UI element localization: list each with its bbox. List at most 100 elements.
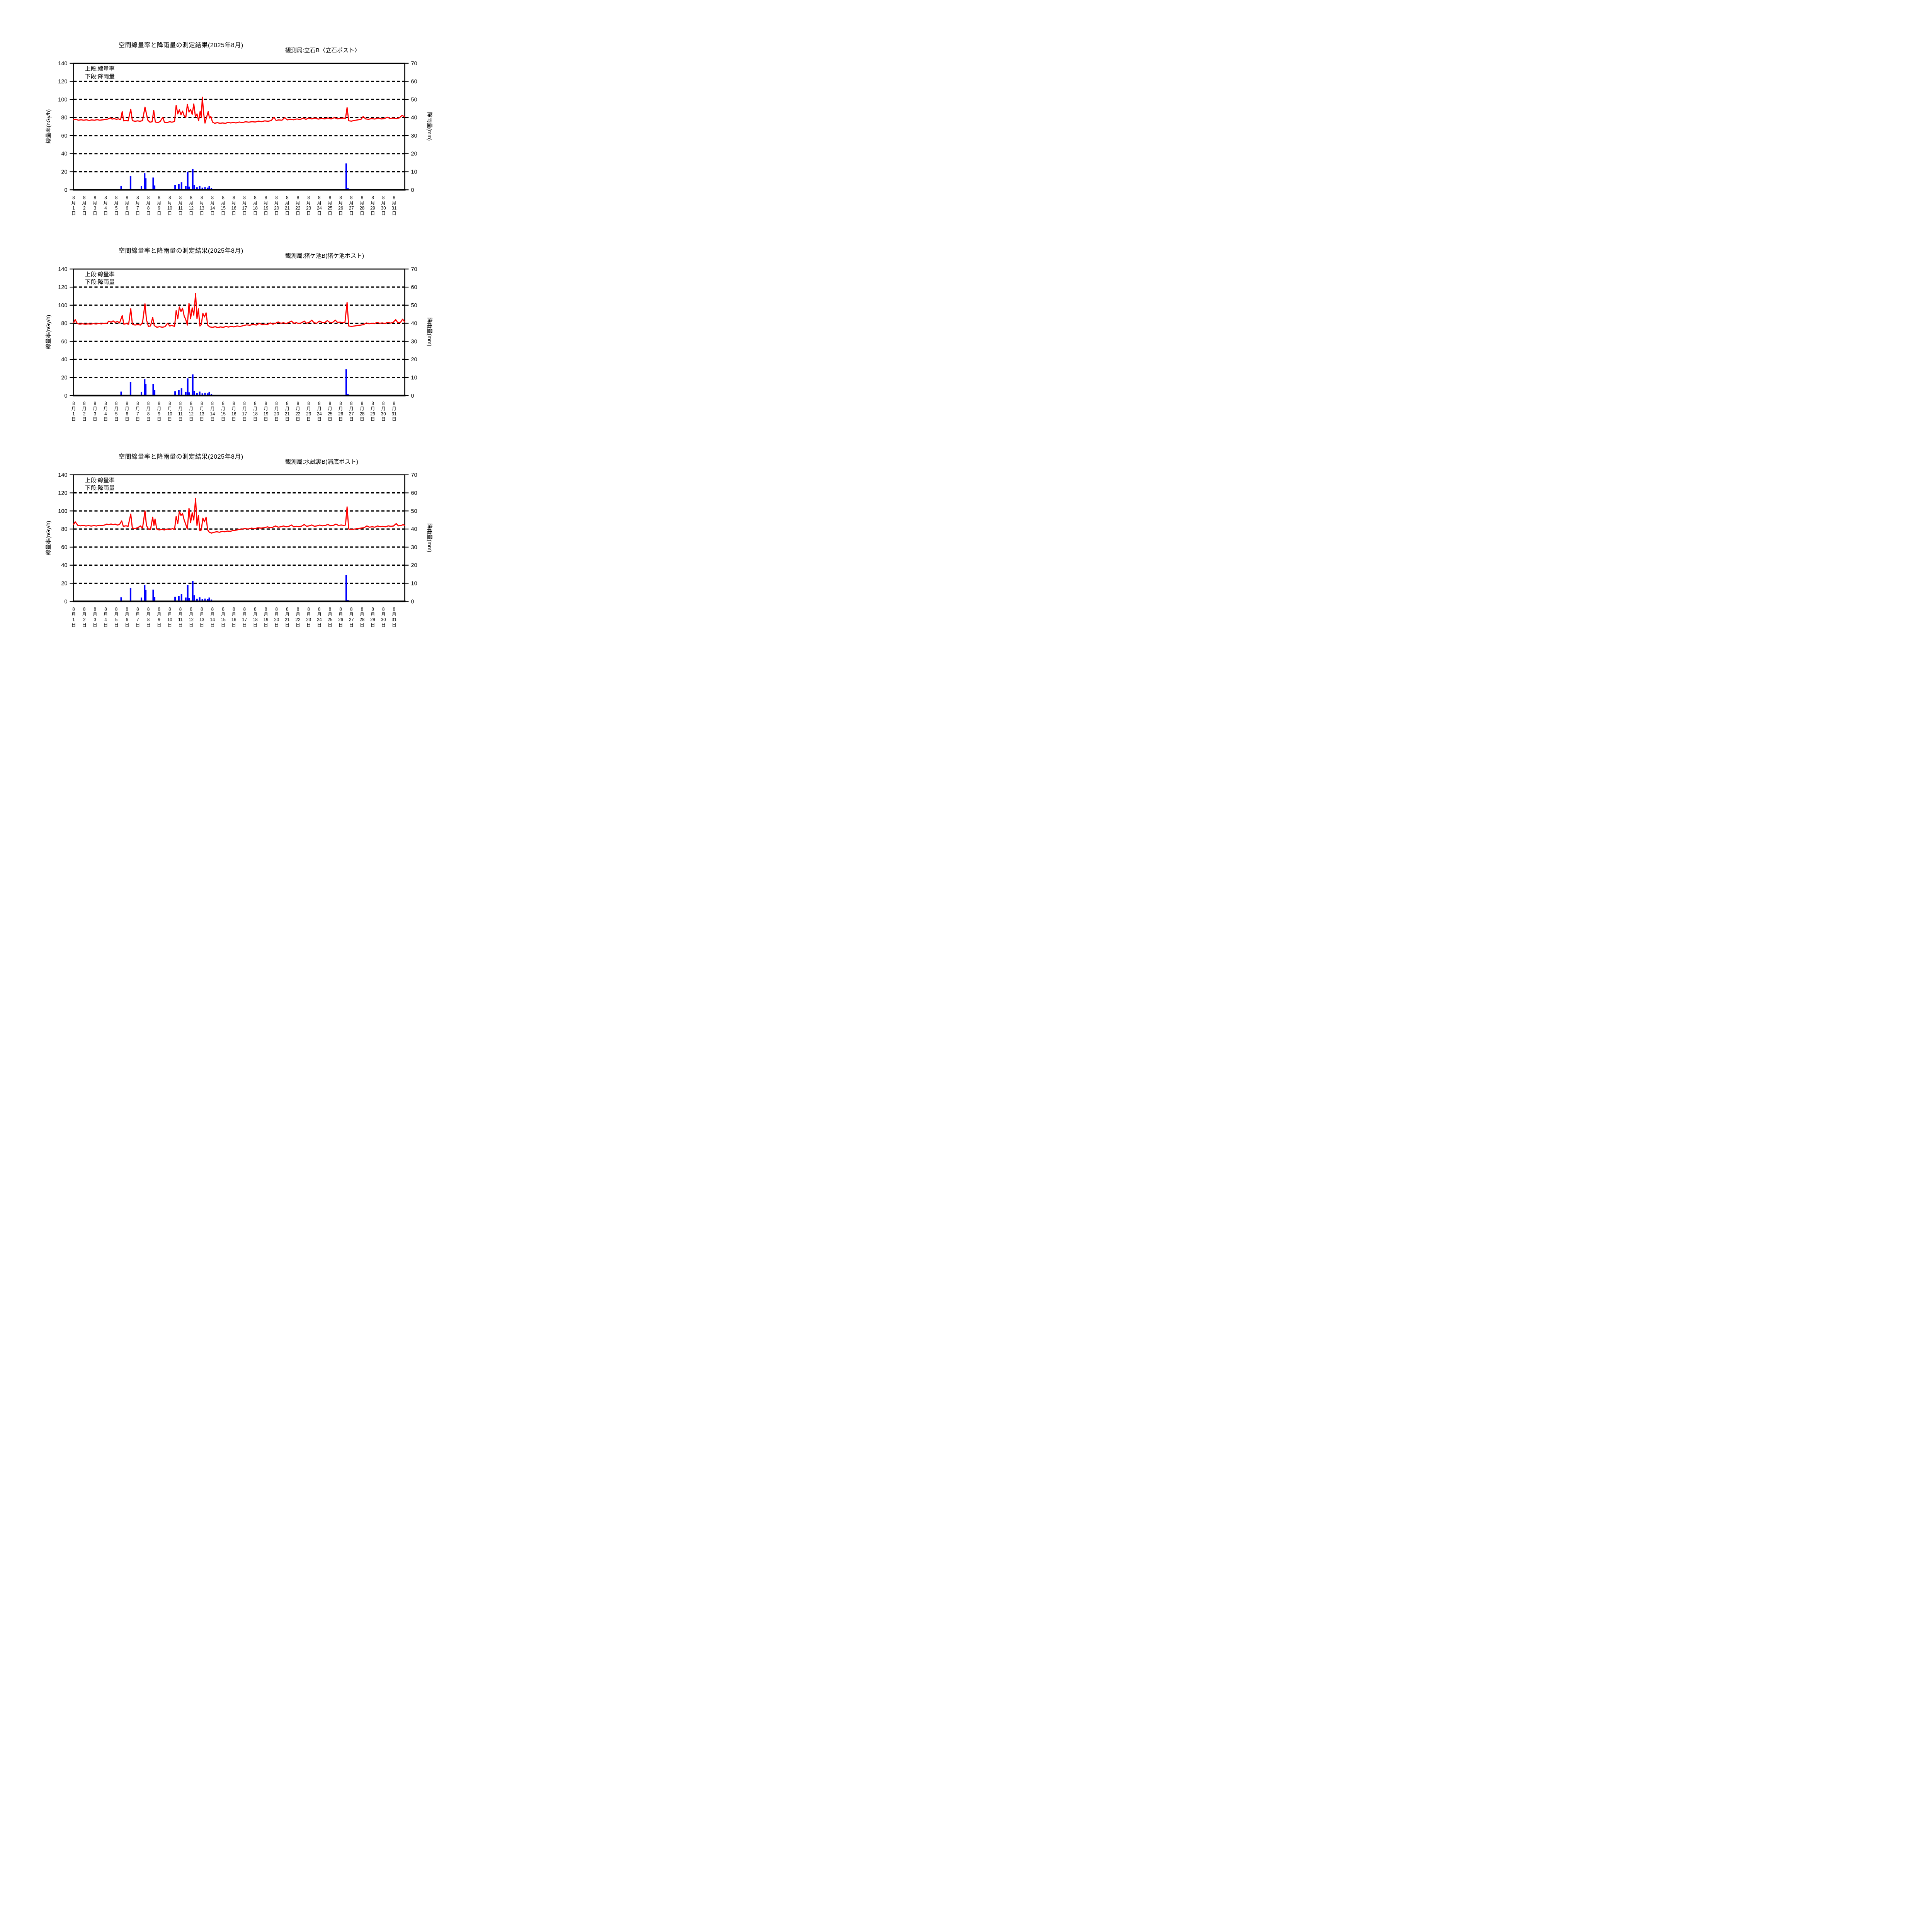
rain-bar [141,391,143,396]
x-date-label: 8 月 15 日 [221,401,226,422]
rain-bar [192,374,194,396]
rain-bar [145,384,147,396]
rain-bar [144,585,146,602]
rain-bar [347,600,349,602]
x-date-label: 8 月 15 日 [221,607,226,628]
x-date-label: 8 月 14 日 [210,196,215,216]
rain-bar [187,585,189,602]
x-date-label: 8 月 17 日 [242,196,247,216]
rain-bar [178,184,180,190]
x-date-label: 8 月 28 日 [360,196,365,216]
rain-bar [347,394,349,396]
x-date-label: 8 月 21 日 [285,196,290,216]
x-date-label: 8 月 25 日 [328,401,333,422]
x-date-label: 8 月 12 日 [189,607,194,628]
rain-bar [207,187,209,190]
rain-bar [193,185,195,190]
y-right-tick-label: 20 [411,357,417,363]
rain-bar [196,393,198,396]
rain-bar [174,185,176,190]
rain-bar [211,394,213,396]
rain-bar [188,186,190,190]
x-date-label: 8 月 14 日 [210,401,215,422]
rain-bar [129,588,131,602]
rain-bar [185,391,187,396]
y-right-tick-label: 60 [411,79,417,85]
x-date-label: 8 月 19 日 [264,196,269,216]
rain-bar [208,391,210,396]
x-date-label: 8 月 14 日 [210,607,215,628]
rain-bar [129,382,131,396]
y-right-tick-label: 10 [411,375,417,381]
x-date-label: 8 月 28 日 [360,401,365,422]
chart-title-3: 空間線量率と降雨量の測定結果(2025年8月) [119,454,243,460]
rain-bar [188,598,190,602]
y-right-tick-label: 50 [411,97,417,103]
rain-bar [129,176,131,190]
x-date-label: 8 月 12 日 [189,401,194,422]
rain-bar [193,391,195,396]
x-date-label: 8 月 31 日 [391,401,396,422]
y-right-tick-label: 10 [411,169,417,175]
y-right-tick-label: 60 [411,284,417,291]
rain-bar [347,188,349,190]
rain-bar [174,597,176,602]
y-left-tick-label: 60 [61,544,67,551]
x-date-label: 8 月 22 日 [296,607,301,628]
rain-bar [192,581,194,602]
y-left-tick-label: 40 [61,151,67,157]
x-date-label: 8 月 10 日 [167,196,172,216]
y-right-tick-label: 0 [411,393,414,399]
x-date-label: 8 月 27 日 [349,196,354,216]
plot-frame [73,268,405,396]
x-date-label: 8 月 24 日 [317,196,322,216]
x-date-label: 8 月 30 日 [381,196,386,216]
y-left-tick-label: 20 [61,375,67,381]
rain-bar [199,391,201,396]
station-label-1: 観測局:立石B〈立石ポスト〉 [285,47,361,54]
rain-bar [152,177,154,190]
rain-bar [208,597,210,602]
y-right-tick-label: 60 [411,490,417,497]
x-date-label: 8 月 24 日 [317,607,322,628]
rain-bar [152,384,154,396]
y-left-tick-label: 140 [58,61,67,67]
rain-bar [174,391,176,396]
x-date-label: 8 月 16 日 [231,401,236,422]
chart-plot-2: 0 20 40 60 80 100 120 140 0 10 20 30 40 50 60 70 8 月 1 日 8 月 2… [58,266,417,422]
rain-bar [193,595,195,602]
rain-bar [144,379,146,396]
dose-line [73,97,405,124]
y-right-tick-label: 30 [411,133,417,139]
x-date-label: 8 月 26 日 [338,607,343,628]
chart-title-2: 空間線量率と降雨量の測定結果(2025年8月) [119,248,243,254]
x-date-label: 8 月 30 日 [381,607,386,628]
y-left-tick-label: 100 [58,508,67,514]
x-date-label: 8 月 20 日 [274,607,279,628]
x-date-label: 8 月 13 日 [199,401,204,422]
rain-bar [180,594,182,602]
rain-bar [345,163,347,190]
rain-bar [199,597,201,602]
rain-bar [196,187,198,190]
y-left-tick-label: 120 [58,490,67,497]
rain-bar [207,393,209,396]
rain-bar [345,575,347,602]
x-date-label: 8 月 25 日 [328,196,333,216]
station-label-3: 観測局:水試裏B(浦底ポスト) [285,459,359,465]
rain-bar [141,597,143,602]
dose-line [73,293,405,328]
x-date-label: 8 月 29 日 [370,401,375,422]
